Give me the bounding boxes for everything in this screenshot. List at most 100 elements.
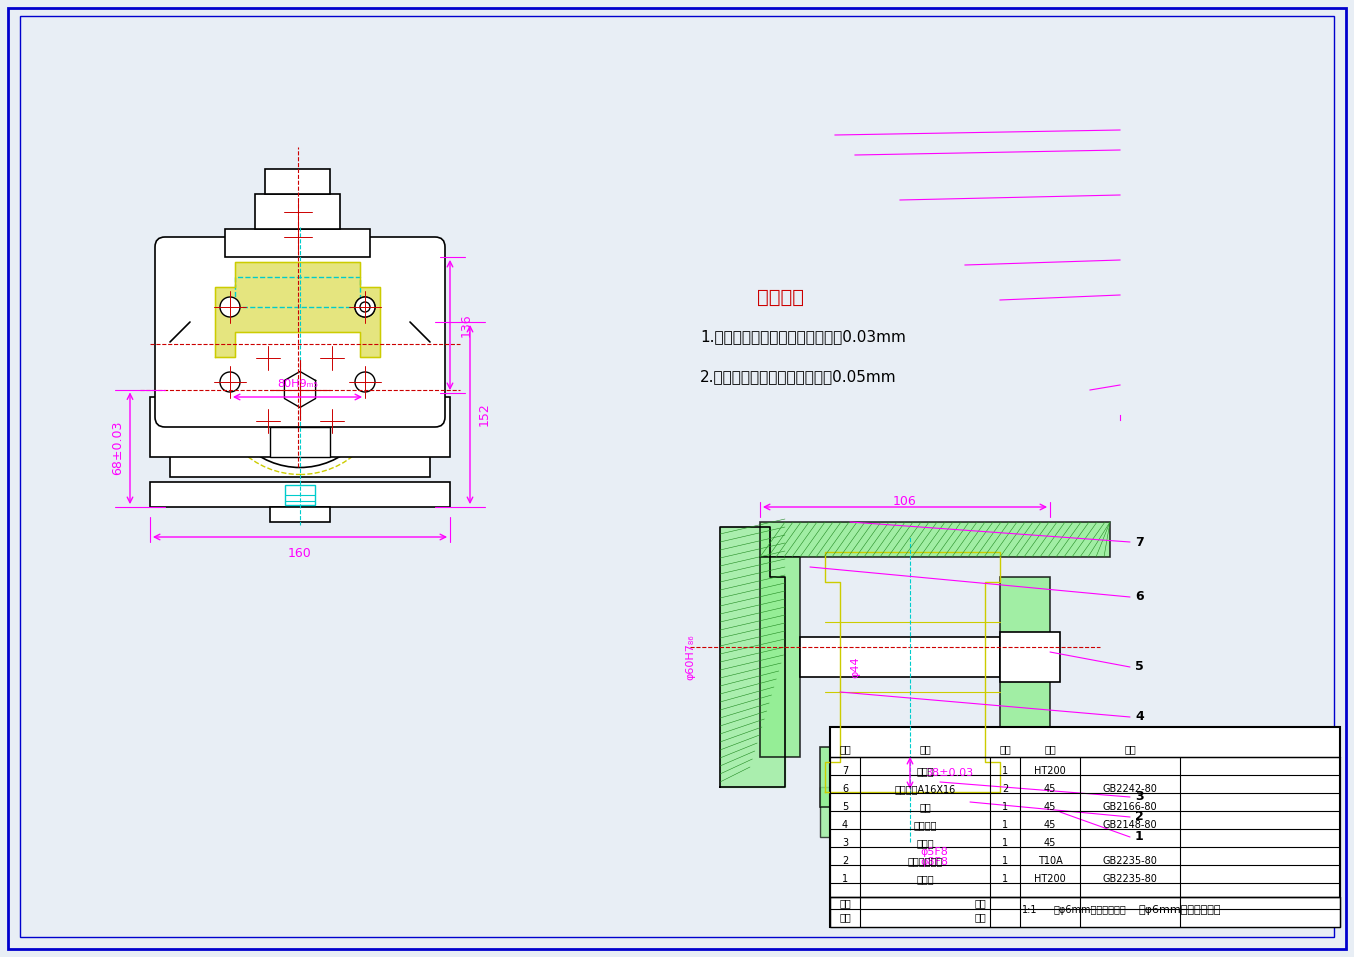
Text: 38±0.03: 38±0.03 — [925, 768, 974, 778]
Circle shape — [222, 311, 378, 468]
Text: 技术要求: 技术要求 — [757, 287, 803, 306]
Text: 7: 7 — [1135, 536, 1144, 548]
Circle shape — [355, 297, 375, 317]
Circle shape — [219, 297, 240, 317]
Bar — [1001, 577, 1049, 737]
Text: 1: 1 — [1002, 838, 1009, 848]
Bar — [830, 897, 1340, 927]
Text: 制图: 制图 — [839, 898, 850, 908]
Text: GB2242-80: GB2242-80 — [1102, 784, 1158, 794]
Text: 136: 136 — [460, 313, 473, 337]
Text: 80H9ₘ₅: 80H9ₘ₅ — [278, 379, 318, 389]
Bar — [171, 322, 431, 477]
Text: 审核: 审核 — [839, 912, 850, 922]
Circle shape — [355, 372, 375, 392]
Bar — [269, 507, 330, 522]
Text: 钒φ6mm孔的夹具设计: 钒φ6mm孔的夹具设计 — [1139, 905, 1221, 915]
Text: 45: 45 — [1044, 784, 1056, 794]
Text: 1: 1 — [842, 874, 848, 884]
Text: 1: 1 — [1002, 874, 1009, 884]
Bar — [900, 802, 919, 852]
Text: 1: 1 — [1002, 856, 1009, 866]
Text: 3: 3 — [842, 838, 848, 848]
Text: 45: 45 — [1044, 820, 1056, 830]
Circle shape — [288, 203, 307, 221]
Bar — [292, 272, 307, 292]
Text: 1: 1 — [1135, 831, 1144, 843]
Text: 夹紧螺母: 夹紧螺母 — [913, 820, 937, 830]
Text: φ44: φ44 — [850, 657, 860, 678]
Bar — [288, 264, 311, 272]
Bar — [265, 169, 330, 194]
Text: 160: 160 — [288, 547, 311, 560]
Bar — [284, 485, 315, 505]
Bar — [894, 802, 927, 817]
Text: 名称: 名称 — [919, 744, 932, 754]
Bar — [225, 229, 370, 257]
Bar — [760, 557, 800, 757]
Circle shape — [325, 350, 338, 365]
Text: GB2148-80: GB2148-80 — [1102, 820, 1158, 830]
FancyBboxPatch shape — [154, 237, 445, 427]
Bar — [269, 427, 330, 457]
Text: 152: 152 — [478, 403, 492, 427]
Text: GB2166-80: GB2166-80 — [1102, 802, 1158, 812]
Circle shape — [261, 414, 275, 429]
Text: 件数: 件数 — [999, 744, 1011, 754]
Bar — [255, 194, 340, 229]
Circle shape — [355, 297, 375, 317]
Text: 卡具体: 卡具体 — [917, 766, 934, 776]
Bar — [150, 397, 450, 457]
Text: 钒φ6mm孔的夹具设计: 钒φ6mm孔的夹具设计 — [1053, 905, 1127, 915]
Text: 比例: 比例 — [974, 912, 986, 922]
Text: 45: 45 — [1044, 802, 1056, 812]
Text: 4: 4 — [842, 820, 848, 830]
Text: 数量: 数量 — [974, 898, 986, 908]
Bar — [250, 292, 349, 322]
Text: φ60H7₈₆: φ60H7₈₆ — [685, 634, 695, 679]
Text: 106: 106 — [894, 495, 917, 508]
Text: 7: 7 — [842, 766, 848, 776]
Bar — [236, 277, 360, 307]
Bar — [904, 842, 915, 857]
Bar — [800, 637, 1001, 677]
Text: GB2235-80: GB2235-80 — [1102, 856, 1158, 866]
Text: 68±0.03: 68±0.03 — [111, 421, 125, 476]
Text: 1: 1 — [1002, 802, 1009, 812]
Text: 夹紧螺钉A16X16: 夹紧螺钉A16X16 — [895, 784, 956, 794]
Bar — [1001, 632, 1060, 682]
Text: GB2235-80: GB2235-80 — [1102, 874, 1158, 884]
Text: 4: 4 — [1135, 710, 1144, 723]
Circle shape — [284, 374, 315, 405]
Text: 2: 2 — [842, 856, 848, 866]
Text: 3: 3 — [1135, 790, 1144, 804]
Text: 夹紧快接头盘: 夹紧快接头盘 — [907, 856, 942, 866]
Text: 1: 1 — [1002, 820, 1009, 830]
Text: 备注: 备注 — [1124, 744, 1136, 754]
Bar — [760, 522, 1110, 557]
Bar — [830, 727, 1340, 927]
Text: HT200: HT200 — [1034, 874, 1066, 884]
Circle shape — [219, 372, 240, 392]
Text: 1: 1 — [1002, 766, 1009, 776]
Text: HT200: HT200 — [1034, 766, 1066, 776]
Circle shape — [261, 350, 275, 365]
Text: 定位套: 定位套 — [917, 838, 934, 848]
Text: 挡销座: 挡销座 — [917, 874, 934, 884]
Bar — [150, 482, 450, 507]
Text: 6: 6 — [842, 784, 848, 794]
Text: 2.钒套轴线对夹具底面垂度公差0.05mm: 2.钒套轴线对夹具底面垂度公差0.05mm — [700, 369, 896, 385]
Text: 材料: 材料 — [1044, 744, 1056, 754]
Text: 45: 45 — [1044, 838, 1056, 848]
Bar — [821, 787, 1001, 837]
Text: 5: 5 — [1135, 660, 1144, 674]
Text: 5: 5 — [842, 802, 848, 812]
Circle shape — [360, 302, 370, 312]
Circle shape — [245, 335, 355, 444]
Text: 1.夹具中心孔轴线对底面平行度为0.03mm: 1.夹具中心孔轴线对底面平行度为0.03mm — [700, 329, 906, 345]
Bar — [821, 747, 1049, 807]
Text: 模柱: 模柱 — [919, 802, 932, 812]
Text: T10A: T10A — [1037, 856, 1063, 866]
Text: 2: 2 — [1135, 811, 1144, 824]
Polygon shape — [720, 527, 785, 787]
